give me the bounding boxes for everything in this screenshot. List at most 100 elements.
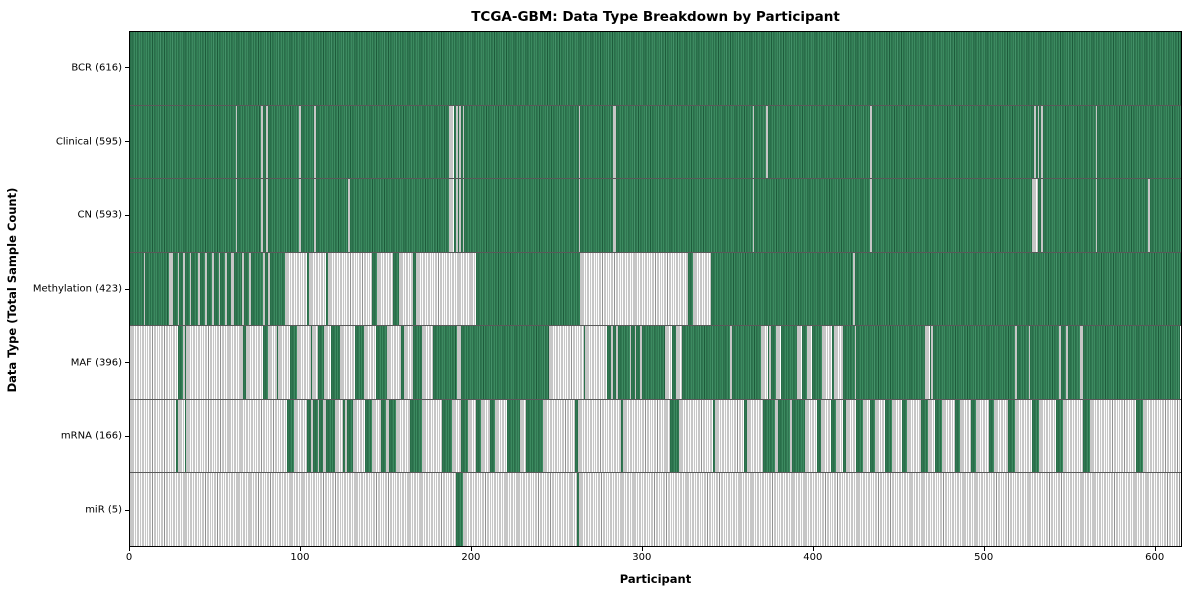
- present-run: [237, 179, 262, 252]
- present-run: [269, 252, 286, 326]
- present-run: [331, 326, 340, 399]
- absent-run: [308, 252, 326, 326]
- absent-run: [870, 105, 873, 179]
- present-run: [1055, 399, 1063, 473]
- absent-run: [1095, 105, 1098, 179]
- absent-run: [822, 326, 833, 399]
- absent-run: [268, 252, 270, 326]
- present-run: [762, 399, 775, 473]
- present-run: [616, 179, 753, 252]
- present-run: [869, 399, 876, 473]
- heatmap-row-mRNA: [130, 398, 1181, 473]
- absent-run: [960, 399, 971, 473]
- absent-run: [846, 399, 857, 473]
- absent-run: [385, 399, 390, 473]
- absent-run: [907, 399, 922, 473]
- absent-run: [314, 179, 316, 252]
- present-run: [312, 399, 318, 473]
- absent-run: [931, 326, 934, 399]
- absent-run: [1066, 326, 1068, 399]
- plot-area: Present Absent: [129, 31, 1182, 547]
- present-run: [350, 179, 449, 252]
- heatmap-row-MAF: [130, 325, 1181, 399]
- present-run: [1035, 105, 1038, 179]
- present-run: [616, 105, 753, 179]
- absent-run: [639, 326, 642, 399]
- present-run: [346, 399, 354, 473]
- present-run: [791, 399, 806, 473]
- present-run: [409, 399, 422, 473]
- present-run: [375, 326, 388, 399]
- present-run: [583, 326, 586, 399]
- present-run: [177, 326, 183, 399]
- absent-run: [975, 399, 990, 473]
- absent-run: [455, 105, 458, 179]
- present-run: [460, 399, 468, 473]
- present-run: [184, 326, 187, 399]
- absent-run: [578, 473, 1181, 547]
- present-run: [263, 105, 267, 179]
- present-run: [213, 252, 219, 326]
- absent-run: [927, 399, 935, 473]
- absent-run: [766, 105, 768, 179]
- present-run: [1067, 326, 1080, 399]
- absent-run: [242, 252, 245, 326]
- absent-run: [796, 326, 802, 399]
- present-run: [767, 326, 770, 399]
- absent-run: [941, 399, 956, 473]
- absent-run: [416, 252, 477, 326]
- y-tick-label-BCR: BCR (616): [71, 62, 122, 74]
- present-run: [307, 399, 311, 473]
- absent-run: [348, 179, 351, 252]
- absent-run: [218, 252, 221, 326]
- absent-run: [769, 326, 772, 399]
- absent-run: [399, 252, 413, 326]
- present-run: [460, 179, 463, 252]
- absent-run: [1014, 399, 1032, 473]
- present-run: [934, 399, 942, 473]
- present-run: [220, 252, 226, 326]
- absent-run: [455, 179, 458, 252]
- present-run: [817, 399, 821, 473]
- absent-run: [225, 252, 228, 326]
- present-run: [130, 32, 1181, 105]
- absent-run: [854, 326, 857, 399]
- present-run: [264, 252, 269, 326]
- present-run: [832, 326, 835, 399]
- absent-run: [1038, 399, 1056, 473]
- heatmap-row-miR: [130, 472, 1181, 547]
- absent-run: [339, 326, 356, 399]
- present-run: [130, 105, 236, 179]
- present-run: [872, 179, 1033, 252]
- present-run: [574, 399, 579, 473]
- present-run: [460, 105, 463, 179]
- present-run: [812, 326, 823, 399]
- present-run: [433, 326, 458, 399]
- present-run: [621, 399, 623, 473]
- absent-run: [324, 326, 332, 399]
- heatmap-row-CN: [130, 178, 1181, 252]
- present-run: [290, 326, 298, 399]
- present-run: [970, 399, 976, 473]
- absent-run: [1028, 326, 1031, 399]
- absent-run: [853, 252, 855, 326]
- absent-run: [462, 105, 465, 179]
- absent-run: [1040, 179, 1043, 252]
- present-run: [872, 105, 1035, 179]
- x-tick-mark: [1154, 547, 1156, 551]
- present-run: [184, 252, 190, 326]
- present-run: [672, 326, 676, 399]
- absent-run: [462, 473, 577, 547]
- present-run: [380, 399, 386, 473]
- present-run: [1037, 179, 1041, 252]
- x-axis-label: Participant: [619, 572, 692, 586]
- present-run: [1135, 399, 1143, 473]
- absent-run: [266, 179, 269, 252]
- absent-run: [298, 179, 301, 252]
- absent-run: [262, 252, 265, 326]
- present-run: [343, 399, 345, 473]
- y-tick-mark: [125, 288, 129, 290]
- absent-run: [675, 326, 683, 399]
- absent-run: [774, 399, 778, 473]
